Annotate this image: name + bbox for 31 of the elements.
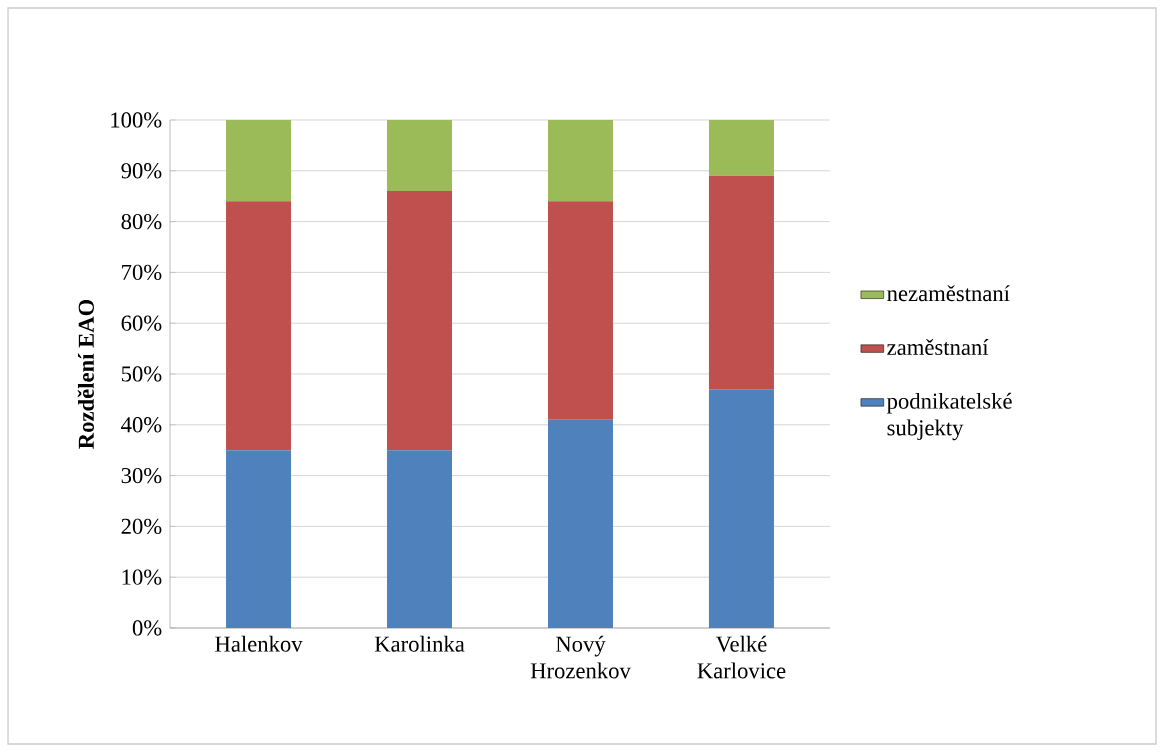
bar: [547, 201, 613, 420]
y-tick-label: 50%: [121, 366, 162, 382]
bar: [226, 119, 292, 202]
x-tick-label: Halenkov: [215, 635, 303, 652]
bar: [547, 419, 613, 628]
y-tick-label: 100%: [111, 112, 162, 128]
y-tick-label: 10%: [122, 569, 162, 585]
legend-label: nezaměstnaní: [887, 285, 1010, 302]
y-tick-label: 90%: [121, 163, 162, 179]
bar: [387, 191, 453, 451]
bar: [226, 450, 292, 628]
x-tick-label: Nový Hrozenkov: [530, 635, 631, 679]
bar: [708, 119, 774, 176]
bar: [708, 175, 774, 390]
y-tick-label: 30%: [121, 467, 162, 484]
bar: [708, 389, 774, 628]
y-tick-label: 0%: [132, 620, 162, 636]
legend-label: zaměstnaní: [887, 339, 989, 356]
x-tick-label: Velké Karlovice: [697, 635, 786, 679]
y-axis-title: Rozdělení EAO: [77, 299, 94, 449]
bar: [387, 119, 453, 192]
y-tick-label: 20%: [121, 518, 162, 535]
legend-label: podnikatelské subjekty: [886, 392, 1012, 441]
y-tick-label: 70%: [122, 264, 162, 281]
y-tick-label: 40%: [121, 417, 162, 433]
x-tick-label: Karolinka: [374, 635, 465, 652]
bar: [547, 119, 613, 202]
bar: [387, 450, 453, 628]
bar: [226, 201, 292, 451]
y-tick-label: 60%: [121, 315, 162, 331]
y-tick-label: 80%: [121, 213, 162, 230]
